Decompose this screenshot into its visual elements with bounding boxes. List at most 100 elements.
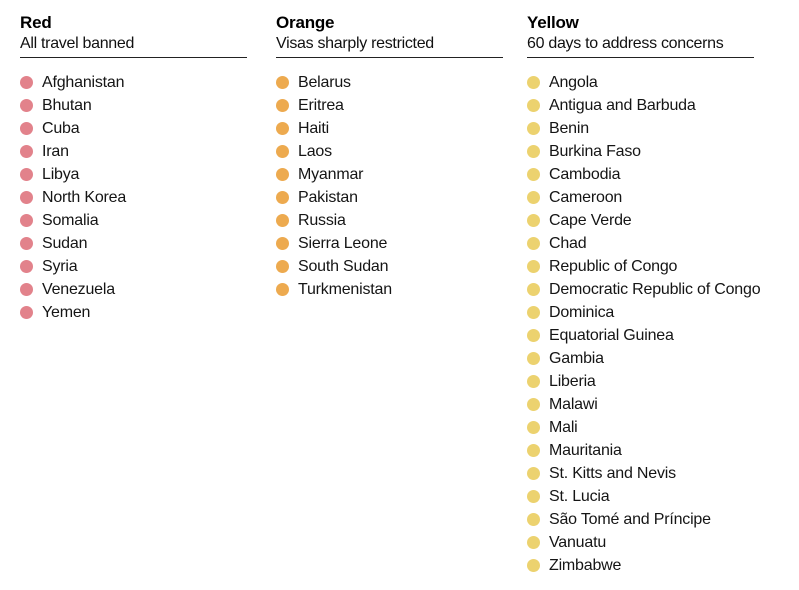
country-name: Eritrea xyxy=(298,96,344,114)
dot-icon xyxy=(527,99,540,112)
country-name: Turkmenistan xyxy=(298,280,392,298)
dot-icon xyxy=(20,191,33,204)
dot-icon xyxy=(527,168,540,181)
dot-icon xyxy=(527,375,540,388)
country-list-item: Mali xyxy=(527,416,754,439)
country-list-item: Chad xyxy=(527,232,754,255)
country-list-item: Cameroon xyxy=(527,186,754,209)
dot-icon xyxy=(527,191,540,204)
country-name: Cape Verde xyxy=(549,211,632,229)
country-name: Sudan xyxy=(42,234,88,252)
column-title: Red xyxy=(20,13,52,32)
dot-icon xyxy=(276,283,289,296)
dot-icon xyxy=(527,122,540,135)
country-list-item: Russia xyxy=(276,209,503,232)
dot-icon xyxy=(276,237,289,250)
column-subtitle: 60 days to address concerns xyxy=(527,35,724,52)
country-list-item: Liberia xyxy=(527,370,754,393)
column-orange: Orange Visas sharply restricted Belarus E… xyxy=(276,12,503,301)
country-list-item: Antigua and Barbuda xyxy=(527,94,754,117)
dot-icon xyxy=(20,99,33,112)
country-list-yellow: Angola Antigua and Barbuda Benin Burkina Fa… xyxy=(527,71,761,577)
country-name: Gambia xyxy=(549,349,604,367)
country-list-item: Bhutan xyxy=(20,94,247,117)
country-name: Bhutan xyxy=(42,96,92,114)
dot-icon xyxy=(276,260,289,273)
country-list-item: Eritrea xyxy=(276,94,503,117)
country-list-item: St. Kitts and Nevis xyxy=(527,462,754,485)
country-list-item: São Tomé and Príncipe xyxy=(527,508,754,531)
dot-icon xyxy=(527,444,540,457)
country-name: Malawi xyxy=(549,395,598,413)
country-name: Venezuela xyxy=(42,280,115,298)
country-list-item: Gambia xyxy=(527,347,754,370)
country-list-orange: Belarus Eritrea Haiti Laos Myanmar Pakistan Ru… xyxy=(276,71,503,301)
divider-rule xyxy=(276,57,503,58)
country-name: Somalia xyxy=(42,211,99,229)
column-subtitle: All travel banned xyxy=(20,35,135,52)
dot-icon xyxy=(276,99,289,112)
dot-icon xyxy=(276,76,289,89)
country-list-item: Venezuela xyxy=(20,278,247,301)
column-subtitle: Visas sharply restricted xyxy=(276,35,434,52)
country-list-item: Sudan xyxy=(20,232,247,255)
country-list-item: Haiti xyxy=(276,117,503,140)
country-list-item: Sierra Leone xyxy=(276,232,503,255)
country-name: Dominica xyxy=(549,303,615,321)
country-name: Chad xyxy=(549,234,587,252)
dot-icon xyxy=(20,283,33,296)
country-name: Angola xyxy=(549,73,598,91)
country-list-item: Malawi xyxy=(527,393,754,416)
country-list-item: Vanuatu xyxy=(527,531,754,554)
dot-icon xyxy=(527,260,540,273)
dot-icon xyxy=(527,237,540,250)
dot-icon xyxy=(527,398,540,411)
country-name: Benin xyxy=(549,119,589,137)
dot-icon xyxy=(527,421,540,434)
dot-icon xyxy=(20,260,33,273)
country-list-item: Somalia xyxy=(20,209,247,232)
country-name: São Tomé and Príncipe xyxy=(549,510,711,528)
country-name: Syria xyxy=(42,257,78,275)
dot-icon xyxy=(20,76,33,89)
dot-icon xyxy=(527,559,540,572)
country-name: Cameroon xyxy=(549,188,623,206)
country-list-item: Libya xyxy=(20,163,247,186)
country-list-item: Mauritania xyxy=(527,439,754,462)
country-name: Antigua and Barbuda xyxy=(549,96,696,114)
country-name: Republic of Congo xyxy=(549,257,678,275)
dot-icon xyxy=(527,536,540,549)
country-list-item: St. Lucia xyxy=(527,485,754,508)
country-list-item: Myanmar xyxy=(276,163,503,186)
country-list-item: Cuba xyxy=(20,117,247,140)
dot-icon xyxy=(527,214,540,227)
dot-icon xyxy=(20,122,33,135)
country-list-item: Laos xyxy=(276,140,503,163)
country-name: Cambodia xyxy=(549,165,621,183)
dot-icon xyxy=(527,76,540,89)
country-list-item: Syria xyxy=(20,255,247,278)
country-name: Belarus xyxy=(298,73,351,91)
country-list-red: Afghanistan Bhutan Cuba Iran Libya North Kore… xyxy=(20,71,247,324)
country-list-item: Equatorial Guinea xyxy=(527,324,754,347)
country-name: Myanmar xyxy=(298,165,364,183)
country-list-item: Afghanistan xyxy=(20,71,247,94)
country-list-item: Democratic Republic of Congo xyxy=(527,278,761,301)
dot-icon xyxy=(527,306,540,319)
dot-icon xyxy=(527,490,540,503)
country-name: Mali xyxy=(549,418,578,436)
divider-rule xyxy=(20,57,247,58)
country-name: Equatorial Guinea xyxy=(549,326,674,344)
column-yellow: Yellow 60 days to address concerns Angol… xyxy=(527,12,761,577)
dot-icon xyxy=(527,352,540,365)
country-name: Liberia xyxy=(549,372,596,390)
country-name: Democratic Republic of Congo xyxy=(549,280,761,298)
country-list-item: Republic of Congo xyxy=(527,255,754,278)
country-name: Mauritania xyxy=(549,441,622,459)
country-name: Afghanistan xyxy=(42,73,125,91)
dot-icon xyxy=(20,306,33,319)
country-name: Haiti xyxy=(298,119,330,137)
dot-icon xyxy=(20,168,33,181)
country-list-item: Iran xyxy=(20,140,247,163)
country-list-item: North Korea xyxy=(20,186,247,209)
